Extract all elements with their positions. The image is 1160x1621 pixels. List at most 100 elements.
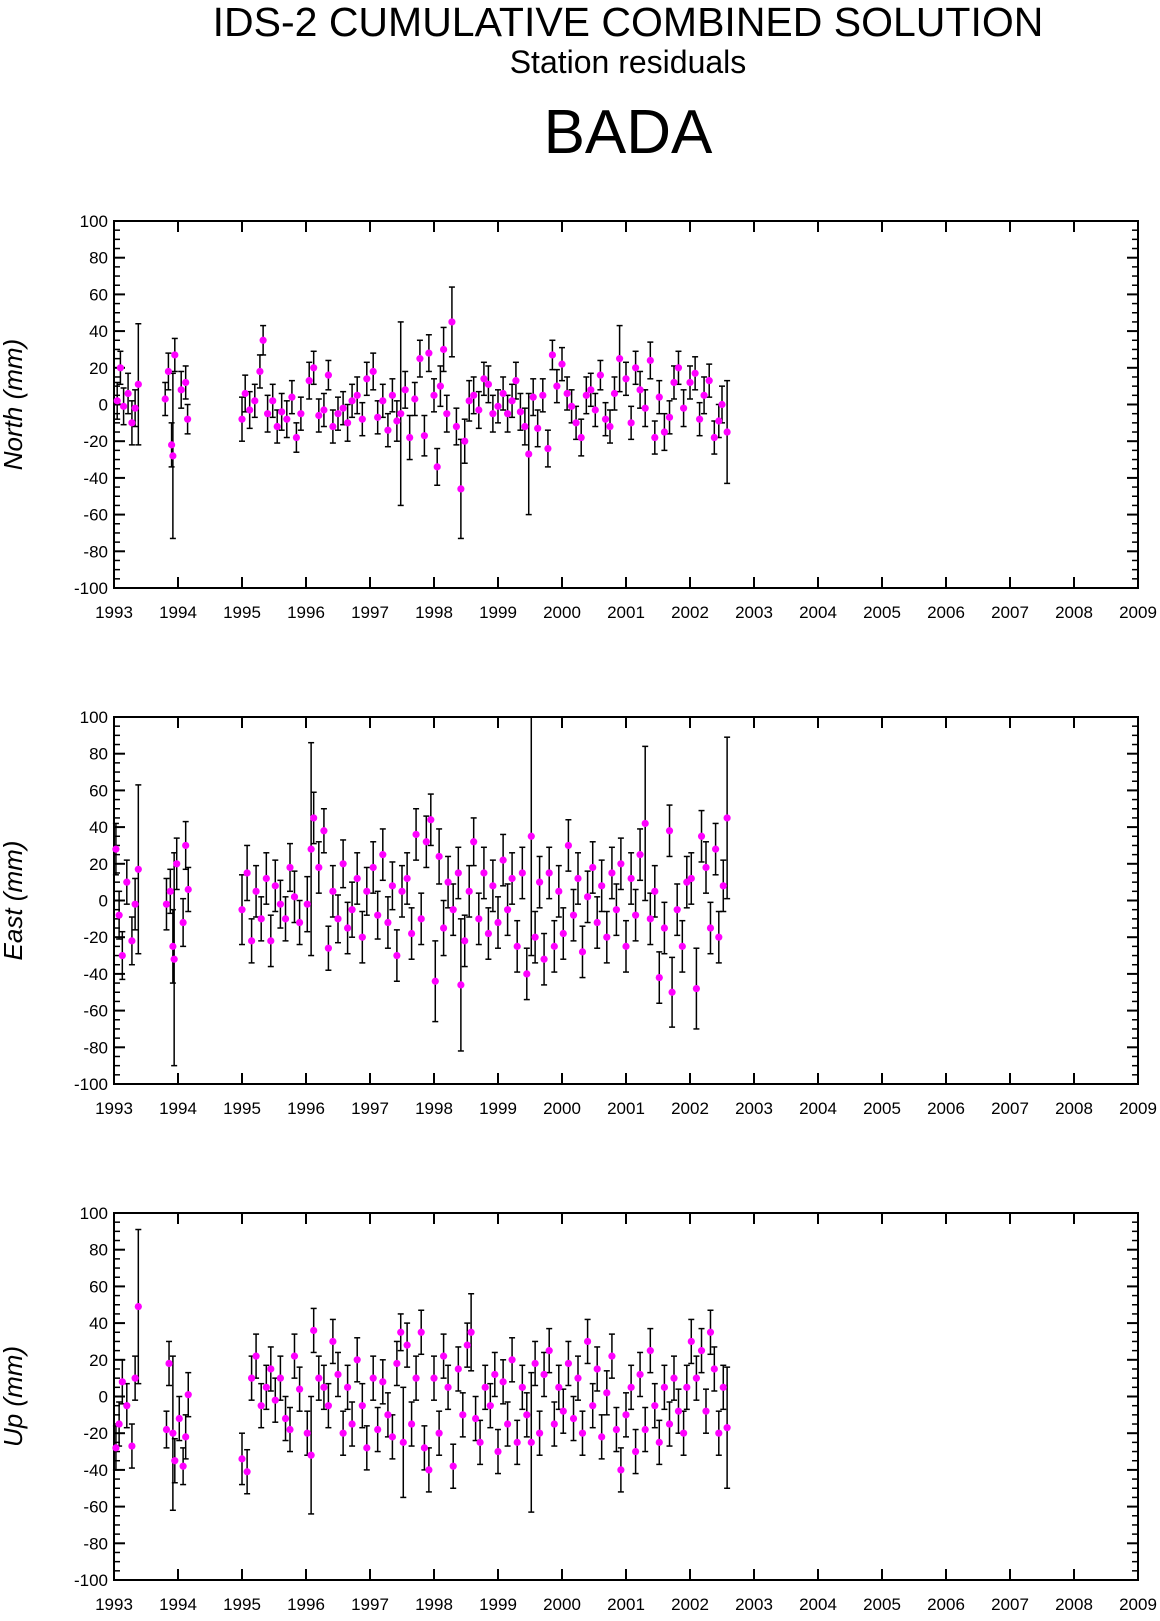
east-data-point — [262, 874, 270, 883]
north-data-point — [525, 450, 533, 458]
north-data-point — [369, 367, 377, 376]
north-data-point — [636, 386, 644, 394]
east-data-point — [344, 924, 352, 932]
north-data-point — [238, 415, 246, 423]
chart-subtitle: Station residuals — [509, 44, 747, 80]
up-data-point — [257, 1402, 265, 1410]
east-data-point — [134, 865, 142, 873]
east-data-point — [276, 900, 284, 908]
up-data-point — [123, 1402, 131, 1410]
north-data-point — [591, 406, 599, 414]
up-data-point — [384, 1411, 392, 1419]
north-data-point — [283, 415, 291, 423]
up-ytick-label: -40 — [83, 1461, 108, 1480]
up-data-point — [238, 1455, 246, 1463]
east-ytick-label: 80 — [89, 745, 108, 764]
east-data-point — [470, 838, 478, 846]
up-data-point — [486, 1402, 494, 1410]
up-data-point — [481, 1383, 489, 1391]
up-data-point — [504, 1420, 512, 1428]
up-data-point — [374, 1425, 382, 1434]
east-xtick-label: 2004 — [799, 1099, 837, 1118]
east-data-point — [589, 863, 597, 872]
east-data-point — [719, 882, 727, 890]
east-data-point — [617, 860, 625, 868]
east-data-point — [692, 984, 701, 993]
north-data-point — [116, 364, 124, 372]
east-data-point — [536, 878, 544, 886]
east-data-point — [531, 933, 539, 941]
up-xtick-label: 1998 — [415, 1595, 453, 1614]
north-data-point — [273, 422, 281, 431]
up-data-point — [459, 1411, 467, 1419]
up-ytick-label: 40 — [89, 1314, 108, 1333]
north-axis-label: North (mm) — [0, 339, 28, 470]
north-data-point — [363, 375, 371, 383]
east-data-point — [564, 841, 573, 850]
east-data-point — [290, 893, 299, 901]
up-xtick-label: 2001 — [607, 1595, 645, 1614]
east-data-point — [636, 851, 644, 859]
north-data-point — [264, 410, 272, 418]
east-data-point — [315, 863, 323, 872]
up-data-point — [388, 1433, 396, 1441]
up-data-point — [175, 1414, 183, 1423]
east-data-point — [182, 841, 190, 850]
east-data-point — [296, 918, 304, 927]
up-ytick-label: -60 — [83, 1498, 108, 1517]
east-data-point — [668, 988, 676, 996]
east-data-point — [706, 924, 715, 932]
east-data-point — [540, 955, 548, 963]
up-data-point — [252, 1352, 260, 1360]
east-data-point — [484, 929, 492, 938]
east-data-point — [527, 832, 535, 840]
up-ytick-label: -20 — [83, 1424, 108, 1443]
up-data-point — [286, 1425, 294, 1434]
north-data-point — [646, 356, 654, 365]
north-data-point — [348, 397, 356, 405]
east-data-point — [358, 933, 366, 941]
east-data-point — [545, 869, 553, 877]
up-data-point — [697, 1347, 706, 1355]
north-data-point — [465, 397, 473, 405]
north-data-point — [329, 422, 337, 431]
up-data-point — [344, 1383, 352, 1391]
east-data-point — [348, 906, 356, 914]
east-data-point — [678, 942, 686, 950]
north-data-point — [665, 413, 674, 421]
up-data-point — [655, 1438, 663, 1446]
east-data-point — [431, 977, 439, 985]
east-xtick-label: 2001 — [607, 1099, 645, 1118]
east-data-point — [475, 915, 483, 923]
up-data-point — [348, 1420, 356, 1428]
up-data-point — [425, 1466, 433, 1474]
up-data-point — [593, 1365, 601, 1373]
east-data-point — [494, 918, 502, 927]
east-xtick-label: 1995 — [223, 1099, 261, 1118]
up-ytick-label: 0 — [99, 1388, 108, 1407]
up-data-point — [719, 1383, 727, 1391]
north-data-point — [131, 404, 139, 412]
north-xtick-label: 1995 — [223, 603, 261, 622]
north-data-point — [436, 382, 444, 390]
north-data-point — [120, 402, 128, 410]
north-data-point — [674, 364, 683, 372]
east-data-point — [374, 911, 382, 919]
up-data-point — [334, 1370, 342, 1379]
north-data-point — [710, 433, 718, 442]
north-data-point — [670, 378, 678, 387]
up-xtick-label: 2005 — [863, 1595, 901, 1614]
station-name: BADA — [543, 98, 713, 167]
up-xtick-label: 2002 — [671, 1595, 709, 1614]
north-data-point — [288, 393, 296, 401]
up-data-point — [320, 1383, 328, 1391]
north-data-point — [548, 351, 557, 359]
east-data-point — [115, 911, 123, 919]
up-data-point — [276, 1374, 284, 1382]
up-axis-label: Up (mm) — [0, 1346, 28, 1447]
up-xtick-label: 1997 — [351, 1595, 389, 1614]
east-xtick-label: 1994 — [159, 1099, 197, 1118]
north-data-point — [529, 393, 537, 401]
east-data-point — [166, 887, 174, 895]
